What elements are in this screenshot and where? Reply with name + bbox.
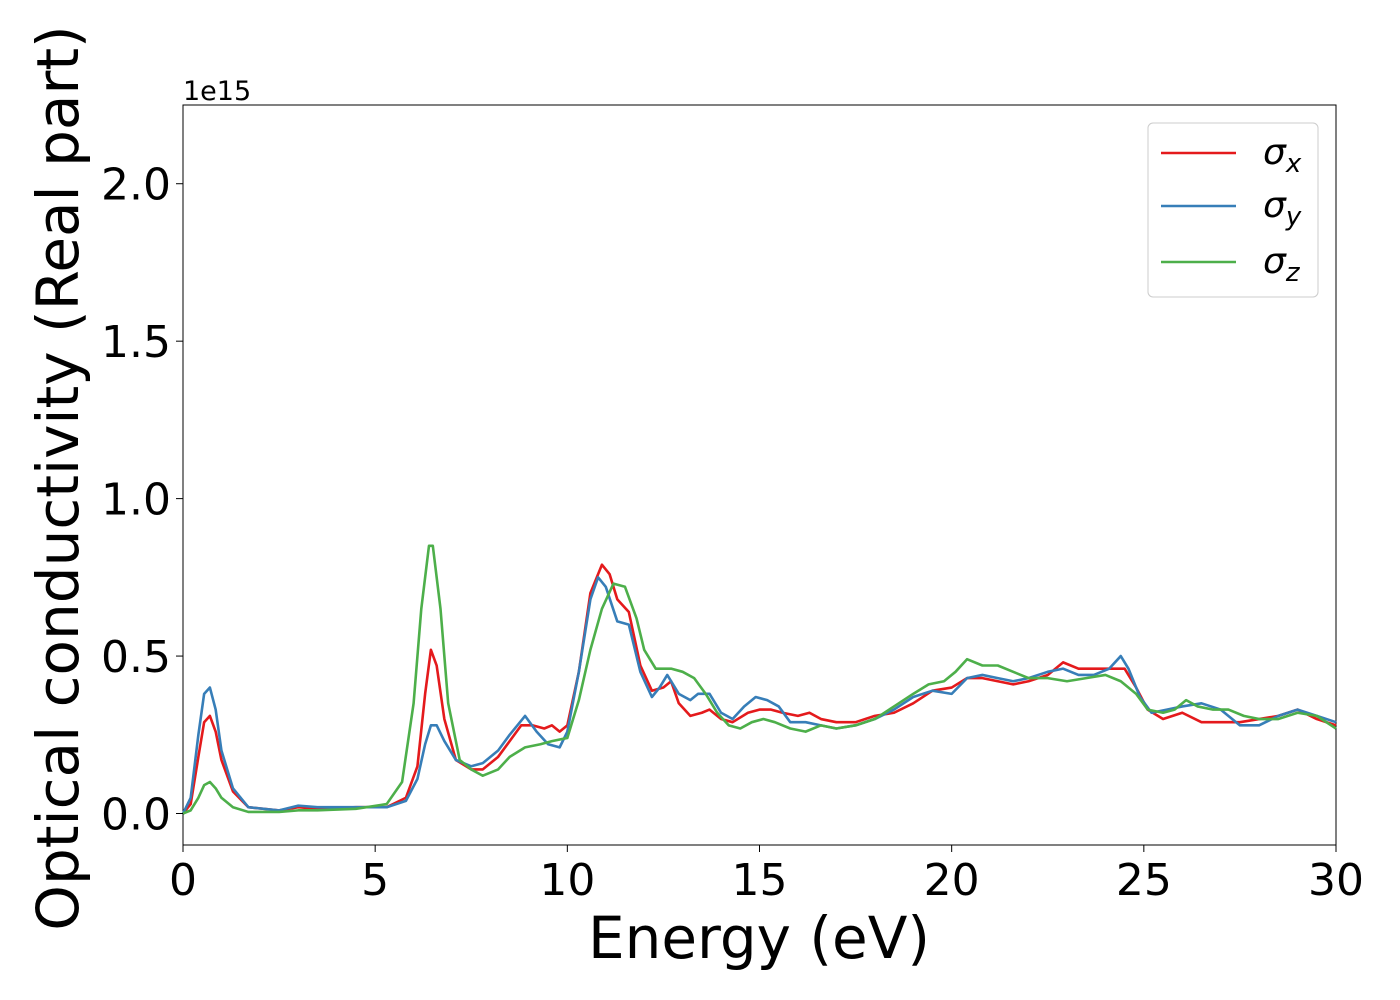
legend-label-z: σz xyxy=(1263,241,1301,288)
x-axis-title: Energy (eV) xyxy=(588,904,930,972)
legend: σx σy σz xyxy=(1147,122,1319,298)
y-tick-label: 0.0 xyxy=(101,790,171,841)
series-line-z xyxy=(182,544,1337,815)
x-tick-label: 15 xyxy=(732,855,788,906)
series-line-x xyxy=(181,563,1337,815)
x-tick-label: 25 xyxy=(1116,855,1172,906)
x-tick-label: 10 xyxy=(539,855,595,906)
y-tick-label: 1.5 xyxy=(101,317,171,368)
x-tick-label: 0 xyxy=(169,855,197,906)
x-tick-label: 5 xyxy=(361,855,389,906)
legend-label-x: σx xyxy=(1263,132,1302,179)
legend-box xyxy=(1147,122,1319,298)
series-layer xyxy=(181,544,1337,815)
y-tick-label: 2.0 xyxy=(101,160,171,211)
x-tick-label: 20 xyxy=(924,855,980,906)
y-axis: 0.0 0.5 1.0 1.5 2.0 xyxy=(101,160,183,841)
series-line-y xyxy=(181,576,1337,815)
y-tick-label: 1.0 xyxy=(101,475,171,526)
x-axis: 0 5 10 15 20 25 30 xyxy=(169,845,1364,906)
y-axis-title: Optical conductivity (Real part) xyxy=(24,25,92,930)
y-tick-label: 0.5 xyxy=(101,632,171,683)
y-scale-label: 1e15 xyxy=(183,76,251,107)
legend-label-y: σy xyxy=(1263,185,1302,232)
x-tick-label: 30 xyxy=(1308,855,1364,906)
